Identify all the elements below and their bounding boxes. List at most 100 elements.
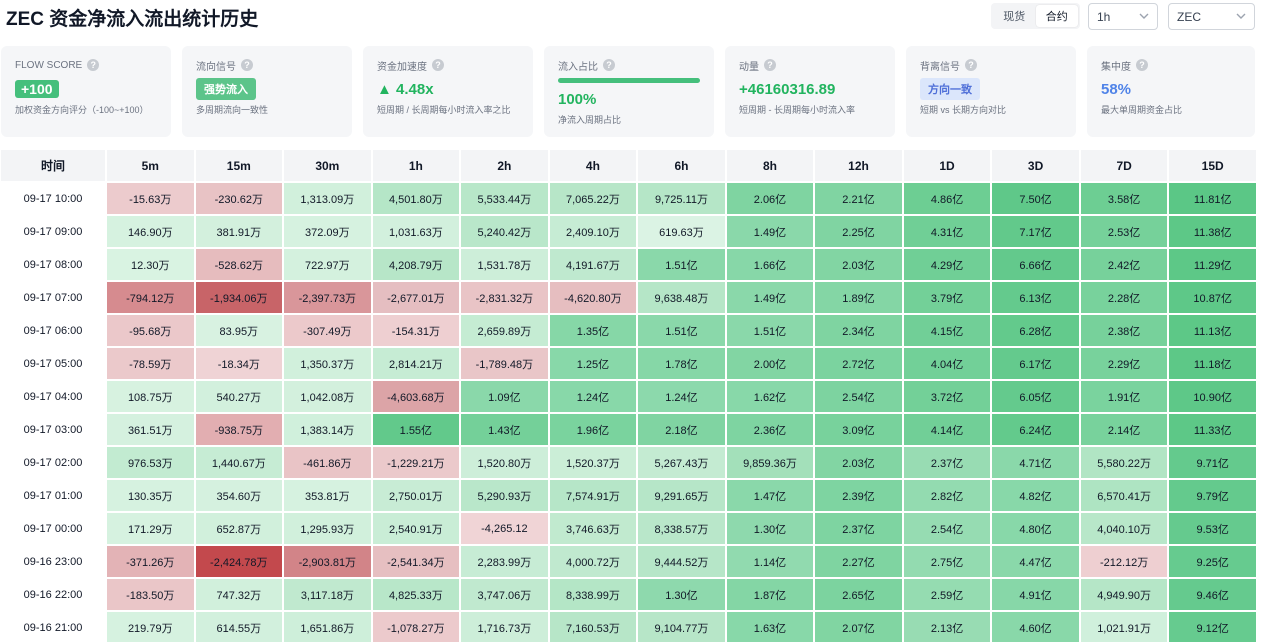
table-row: 09-16 22:00 -183.50万 747.32万 3,117.18万 4,825… xyxy=(1,579,1256,610)
row-time: 09-17 10:00 xyxy=(1,183,105,214)
flow-cell: 722.97万 xyxy=(284,249,371,280)
flow-cell: 3.72亿 xyxy=(903,381,991,412)
column-header-period: 8h xyxy=(726,150,814,181)
flow-cell: 9.25亿 xyxy=(1169,546,1256,577)
flow-cell: -4,620.80万 xyxy=(549,282,637,313)
momentum-value: +46160316.89 xyxy=(739,80,836,98)
tab-futures[interactable]: 合约 xyxy=(1035,5,1078,27)
flow-cell: 372.09万 xyxy=(284,216,371,247)
card-sub: 加权资金方向评分（-100~+100） xyxy=(15,105,149,115)
concentration-card: 集中度? 58% 最大单周期资金占比 xyxy=(1087,46,1255,137)
flow-cell: 2.14亿 xyxy=(1080,414,1168,445)
flow-cell: -2,397.73万 xyxy=(284,282,371,313)
flow-cell: 7,160.53万 xyxy=(549,612,637,642)
table-row: 09-17 07:00 -794.12万 -1,934.06万 -2,397.73万 -… xyxy=(1,282,1256,313)
flow-cell: 1,042.08万 xyxy=(284,381,371,412)
flow-cell: 2.38亿 xyxy=(1080,315,1168,346)
flow-cell: 9.71亿 xyxy=(1169,447,1256,478)
flow-cell: 146.90万 xyxy=(107,216,194,247)
flow-cell: 7.17亿 xyxy=(992,216,1079,247)
flow-cell: 1.24亿 xyxy=(638,381,725,412)
flow-cell: 2.72亿 xyxy=(815,348,902,379)
flow-cell: 2.54亿 xyxy=(903,513,991,544)
flow-cell: -371.26万 xyxy=(107,546,194,577)
flow-cell: 2.42亿 xyxy=(1080,249,1168,280)
card-label: 流入占比 xyxy=(558,61,598,73)
flow-cell: -938.75万 xyxy=(195,414,283,445)
flow-cell: 6.28亿 xyxy=(992,315,1079,346)
flow-cell: 6.13亿 xyxy=(992,282,1079,313)
flow-cell: 9.46亿 xyxy=(1169,579,1256,610)
flow-cell: 11.33亿 xyxy=(1169,414,1256,445)
flow-cell: -461.86万 xyxy=(284,447,371,478)
flow-cell: 3.58亿 xyxy=(1080,183,1168,214)
interval-select[interactable]: 1h xyxy=(1088,3,1158,30)
tab-spot[interactable]: 现货 xyxy=(1003,11,1026,23)
flow-cell: 381.91万 xyxy=(195,216,283,247)
help-icon[interactable]: ? xyxy=(432,59,444,71)
flow-cell: -4,265.12 xyxy=(461,513,548,544)
help-icon[interactable]: ? xyxy=(241,59,253,71)
divergence-card: 背离信号? 方向一致 短期 vs 长期方向对比 xyxy=(906,46,1076,137)
flow-cell: 1,031.63万 xyxy=(372,216,460,247)
flow-cell: 9,291.65万 xyxy=(638,480,725,511)
row-time: 09-17 09:00 xyxy=(1,216,105,247)
table-row: 09-17 05:00 -78.59万 -18.34万 1,350.37万 2,814.… xyxy=(1,348,1256,379)
flow-cell: 614.55万 xyxy=(195,612,283,642)
coin-select[interactable]: ZEC xyxy=(1168,3,1255,30)
flow-cell: 11.81亿 xyxy=(1169,183,1256,214)
card-sub: 净流入周期占比 xyxy=(558,115,622,125)
flow-cell: 4.80亿 xyxy=(992,513,1079,544)
card-sub: 短周期 / 长周期每小时流入率之比 xyxy=(377,105,511,115)
flow-cell: 4,501.80万 xyxy=(372,183,460,214)
flow-cell: 2.34亿 xyxy=(815,315,902,346)
flow-cell: 1,383.14万 xyxy=(284,414,371,445)
flow-cell: 7,065.22万 xyxy=(549,183,637,214)
coin-value: ZEC xyxy=(1177,9,1201,24)
help-icon[interactable]: ? xyxy=(1136,59,1148,71)
help-icon[interactable]: ? xyxy=(764,59,776,71)
flow-cell: 108.75万 xyxy=(107,381,194,412)
flow-cell: 2,750.01万 xyxy=(372,480,460,511)
flow-cell: 619.63万 xyxy=(638,216,725,247)
column-header-period: 15D xyxy=(1169,150,1256,181)
flow-cell: 9.53亿 xyxy=(1169,513,1256,544)
flow-cell: 4.82亿 xyxy=(992,480,1079,511)
interval-value: 1h xyxy=(1097,9,1111,24)
flow-cell: 4.29亿 xyxy=(903,249,991,280)
flow-cell: 4.14亿 xyxy=(903,414,991,445)
table-row: 09-17 06:00 -95.68万 83.95万 -307.49万 -154.31万… xyxy=(1,315,1256,346)
flow-cell: -2,541.34万 xyxy=(372,546,460,577)
table-row: 09-17 10:00 -15.63万 -230.62万 1,313.09万 4,501… xyxy=(1,183,1256,214)
flow-cell: -1,789.48万 xyxy=(461,348,548,379)
flow-cell: 2.82亿 xyxy=(903,480,991,511)
flow-cell: 10.87亿 xyxy=(1169,282,1256,313)
flow-cell: 361.51万 xyxy=(107,414,194,445)
flow-cell: -15.63万 xyxy=(107,183,194,214)
flow-cell: 1.30亿 xyxy=(638,579,725,610)
row-time: 09-17 03:00 xyxy=(1,414,105,445)
table-row: 09-17 04:00 108.75万 540.27万 1,042.08万 -4,603… xyxy=(1,381,1256,412)
flow-cell: 7,574.91万 xyxy=(549,480,637,511)
help-icon[interactable]: ? xyxy=(965,59,977,71)
flow-cell: 4.60亿 xyxy=(992,612,1079,642)
flow-cell: 3,746.63万 xyxy=(549,513,637,544)
row-time: 09-17 01:00 xyxy=(1,480,105,511)
flow-cell: 3.09亿 xyxy=(815,414,902,445)
help-icon[interactable]: ? xyxy=(87,59,100,71)
row-time: 09-17 08:00 xyxy=(1,249,105,280)
flow-cell: 1,021.91万 xyxy=(1080,612,1168,642)
flow-cell: 1.63亿 xyxy=(726,612,814,642)
help-icon[interactable]: ? xyxy=(603,59,615,71)
flow-cell: 1.24亿 xyxy=(549,381,637,412)
flow-signal-card: 流向信号? 强势流入 多周期流向一致性 xyxy=(182,46,352,137)
chevron-down-icon xyxy=(1139,13,1149,19)
flow-cell: -183.50万 xyxy=(107,579,194,610)
flow-cell: 9,725.11万 xyxy=(638,183,725,214)
flow-cell: 5,240.42万 xyxy=(461,216,548,247)
flow-cell: 1.47亿 xyxy=(726,480,814,511)
table-row: 09-16 23:00 -371.26万 -2,424.78万 -2,903.81万 -… xyxy=(1,546,1256,577)
flow-cell: 1.62亿 xyxy=(726,381,814,412)
flow-cell: 4.91亿 xyxy=(992,579,1079,610)
column-header-period: 5m xyxy=(107,150,194,181)
